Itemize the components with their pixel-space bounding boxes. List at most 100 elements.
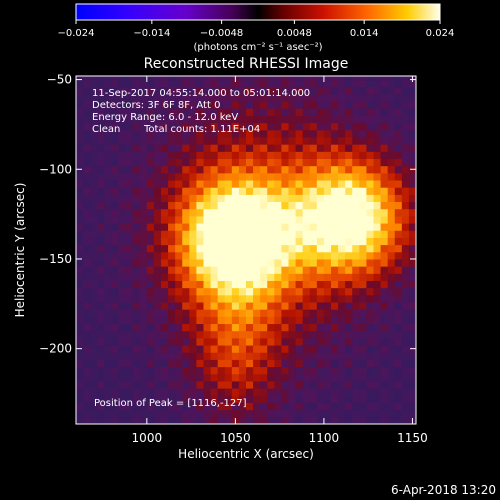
heatmap-cell [210,237,219,246]
heatmap-cell [104,108,112,116]
heatmap-cell [118,373,127,382]
heatmap-cell [83,122,91,131]
heatmap-cell [408,215,416,224]
heatmap-cell [139,337,148,346]
heatmap-cell [408,287,416,296]
heatmap-cell [125,373,134,382]
heatmap-cell [387,287,396,296]
heatmap-cell [345,352,353,360]
heatmap-cell [210,380,219,389]
heatmap-cell [267,366,275,375]
heatmap-cell [408,223,416,231]
heatmap-cell [175,302,183,310]
heatmap-cell [267,172,275,181]
heatmap-cell [408,402,416,411]
heatmap-cell [146,287,155,296]
heatmap-cell [139,187,148,195]
heatmap-cell [104,194,112,203]
heatmap-cell [182,223,190,231]
heatmap-cell [125,416,134,424]
heatmap-cell [267,266,275,274]
heatmap-cell [352,409,360,418]
heatmap-cell [139,402,148,411]
heatmap-cell [380,187,389,195]
heatmap-cell [323,129,332,138]
heatmap-cell [97,345,105,353]
heatmap-cell [323,380,332,389]
heatmap-cell [253,194,261,203]
heatmap-cell [281,273,289,281]
heatmap-cell [139,86,148,95]
heatmap-cell [231,215,240,224]
heatmap-cell [267,76,275,81]
heatmap-cell [345,373,353,382]
heatmap-cell [352,294,360,303]
heatmap-cell [281,373,289,382]
heatmap-cell [338,294,346,303]
heatmap-cell [196,79,204,88]
heatmap-cell [168,409,176,418]
heatmap-cell [111,79,119,88]
heatmap-cell [83,316,91,325]
heatmap-cell [189,323,197,332]
heatmap-cell [394,86,403,95]
heatmap-cell [189,366,197,375]
heatmap-cell [175,115,183,124]
heatmap-cell [146,122,155,131]
heatmap-cell [189,101,197,109]
heatmap-cell [246,359,254,368]
heatmap-cell [217,294,226,303]
heatmap-cell [210,409,219,418]
heatmap-cell [323,230,332,238]
heatmap-cell [302,144,311,152]
heatmap-cell [118,115,127,124]
heatmap-cell [345,388,353,396]
heatmap-cell [316,115,325,124]
heatmap-cell [217,230,226,238]
heatmap-cell [267,402,275,411]
heatmap-cell [309,187,318,195]
heatmap-cell [217,136,226,145]
heatmap-cell [189,136,197,145]
heatmap-cell [274,280,282,289]
heatmap-cell [90,395,98,403]
heatmap-cell [146,345,155,353]
heatmap-cell [210,280,219,289]
heatmap-cell [118,79,127,88]
heatmap-cell [104,180,112,188]
heatmap-cell [97,208,105,217]
heatmap-cell [217,402,226,411]
heatmap-cell [224,359,233,368]
heatmap-cell [316,194,325,203]
heatmap-cell [387,215,396,224]
heatmap-cell [76,380,84,389]
heatmap-cell [168,158,176,167]
heatmap-cell [281,165,289,174]
heatmap-cell [302,165,311,174]
heatmap-cell [231,201,240,210]
heatmap-cell [380,302,389,310]
heatmap-cell [295,115,304,124]
heatmap-cell [316,280,325,289]
heatmap-cell [380,136,389,145]
heatmap-cell [90,194,98,203]
heatmap-cell [246,93,254,102]
heatmap-cell [408,151,416,160]
heatmap-cell [302,287,311,296]
heatmap-cell [387,316,396,325]
heatmap-cell [231,172,240,181]
heatmap-cell [281,337,289,346]
heatmap-cell [260,108,268,116]
heatmap-cell [146,151,155,160]
heatmap-cell [267,122,275,131]
heatmap-cell [175,223,183,231]
heatmap-cell [139,309,148,317]
heatmap-cell [345,409,353,418]
heatmap-cell [153,316,162,325]
heatmap-cell [253,266,261,274]
heatmap-cell [274,244,282,253]
heatmap-cell [125,395,134,403]
heatmap-cell [338,201,346,210]
heatmap-cell [359,309,367,317]
heatmap-cell [302,244,311,253]
